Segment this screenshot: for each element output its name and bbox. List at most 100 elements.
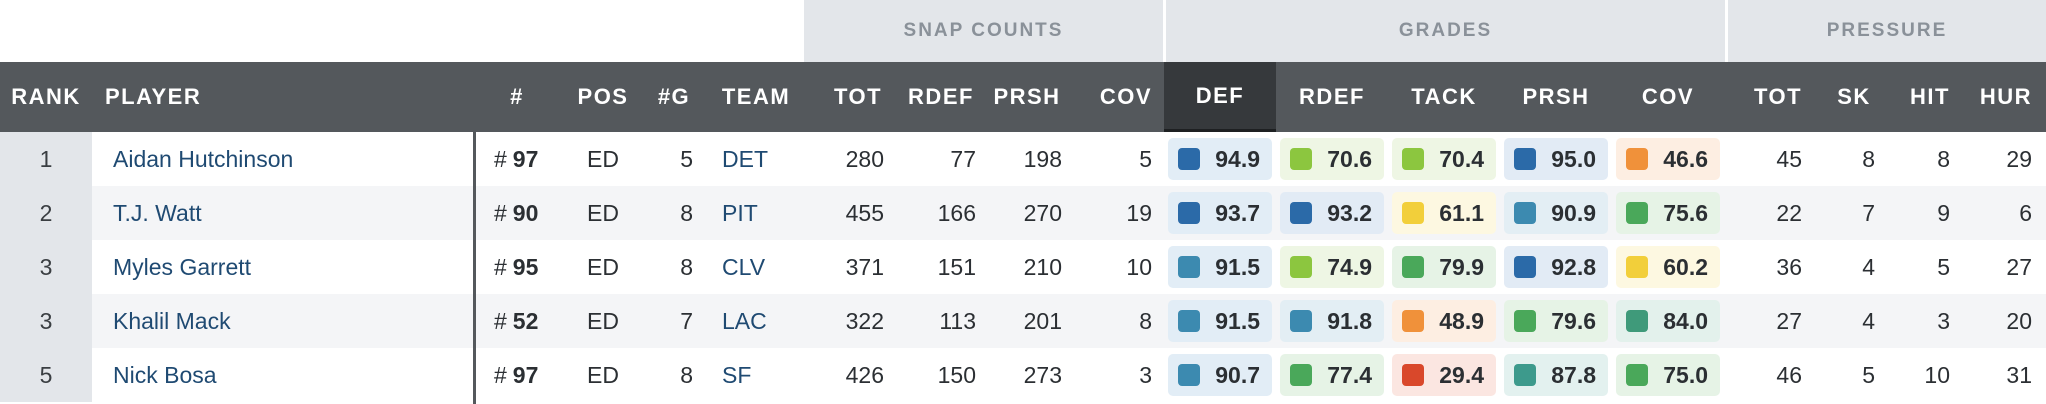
grade-value: 94.9 (1215, 145, 1260, 172)
grade-color-swatch (1626, 148, 1648, 170)
col-header-grade-rdef[interactable]: RDEF (1299, 84, 1365, 109)
snap-rdef-cell: 77 (950, 145, 976, 172)
col-header-number[interactable]: # (510, 84, 524, 109)
pressure-hur-cell: 31 (2006, 361, 2032, 388)
jersey-hash: # (494, 307, 507, 334)
col-header-team[interactable]: TEAM (721, 84, 791, 109)
grade-color-swatch (1626, 364, 1648, 386)
col-header-snap-rdef[interactable]: RDEF (908, 84, 974, 109)
col-header-rank[interactable]: RANK (11, 84, 81, 109)
grade-color-swatch (1178, 310, 1200, 332)
grade-value: 61.1 (1439, 199, 1484, 226)
grade-value: 91.8 (1327, 307, 1372, 334)
grade-value: 91.5 (1215, 253, 1260, 280)
pressure-hur-cell: 29 (2006, 145, 2032, 172)
team-link[interactable]: LAC (722, 307, 767, 334)
col-header-pos[interactable]: POS (577, 84, 629, 109)
grade-value: 75.6 (1663, 199, 1708, 226)
grade-color-swatch (1514, 364, 1536, 386)
snap-tot-cell: 322 (845, 307, 884, 334)
col-header-grade-def[interactable]: DEF (1164, 62, 1276, 132)
col-header-snap-tot[interactable]: TOT (833, 84, 883, 109)
grade-color-swatch (1514, 202, 1536, 224)
column-header-row: RANK PLAYER # POS #G TEAM TOT RDEF PRSH … (0, 62, 2046, 132)
grade-color-swatch (1290, 310, 1312, 332)
col-header-pressure-sk[interactable]: SK (1837, 84, 1871, 109)
snap-cov-cell: 5 (1139, 145, 1152, 172)
grade-def-pill: 91.5 (1168, 300, 1272, 342)
col-header-snap-cov[interactable]: COV (1099, 84, 1153, 109)
col-header-grade-cov[interactable]: COV (1641, 84, 1695, 109)
player-link[interactable]: Khalil Mack (113, 307, 231, 334)
position-cell: ED (587, 361, 619, 388)
games-cell: 8 (680, 253, 693, 280)
col-header-player[interactable]: PLAYER (105, 84, 202, 109)
player-link[interactable]: Myles Garrett (113, 253, 252, 280)
jersey-hash: # (494, 361, 507, 388)
col-header-pressure-hit[interactable]: HIT (1910, 84, 1950, 109)
snap-prsh-cell: 198 (1023, 145, 1062, 172)
table-row[interactable]: 3 Khalil Mack #52 ED 7 LAC 322 113 201 8… (0, 294, 2046, 348)
grade-color-swatch (1178, 148, 1200, 170)
snap-tot-cell: 280 (845, 145, 884, 172)
player-link[interactable]: Nick Bosa (113, 361, 217, 388)
grade-cov-pill: 75.0 (1616, 354, 1720, 396)
grade-tack-pill: 29.4 (1392, 354, 1496, 396)
jersey-number: 97 (512, 145, 539, 172)
snap-rdef-cell: 150 (937, 361, 976, 388)
grade-color-swatch (1290, 256, 1312, 278)
grade-def-pill: 94.9 (1168, 138, 1272, 180)
grade-value: 75.0 (1663, 361, 1708, 388)
team-link[interactable]: CLV (722, 253, 766, 280)
grade-prsh-pill: 90.9 (1504, 192, 1608, 234)
grade-value: 79.6 (1551, 307, 1596, 334)
team-link[interactable]: PIT (722, 199, 758, 226)
table-row[interactable]: 1 Aidan Hutchinson #97 ED 5 DET 280 77 1… (0, 132, 2046, 186)
grade-cov-pill: 60.2 (1616, 246, 1720, 288)
team-link[interactable]: SF (722, 361, 752, 388)
pressure-hit-cell: 5 (1937, 253, 1950, 280)
grade-color-swatch (1514, 256, 1536, 278)
position-cell: ED (587, 199, 619, 226)
snap-prsh-cell: 210 (1023, 253, 1062, 280)
grade-color-swatch (1178, 364, 1200, 386)
grade-def-pill: 91.5 (1168, 246, 1272, 288)
position-cell: ED (587, 253, 619, 280)
snap-cov-cell: 3 (1139, 361, 1152, 388)
player-link[interactable]: T.J. Watt (113, 199, 202, 226)
player-link[interactable]: Aidan Hutchinson (113, 145, 294, 172)
grade-color-swatch (1402, 256, 1424, 278)
snap-prsh-cell: 273 (1023, 361, 1062, 388)
games-cell: 8 (680, 361, 693, 388)
table-row[interactable]: 2 T.J. Watt #90 ED 8 PIT 455 166 270 19 … (0, 186, 2046, 240)
position-cell: ED (587, 145, 619, 172)
grade-color-swatch (1626, 310, 1648, 332)
snap-prsh-cell: 270 (1023, 199, 1062, 226)
col-header-pressure-tot[interactable]: TOT (1753, 84, 1803, 109)
col-header-grade-prsh[interactable]: PRSH (1522, 84, 1590, 109)
rank-cell: 1 (0, 132, 92, 186)
col-header-grade-tack[interactable]: TACK (1411, 84, 1477, 109)
col-header-games[interactable]: #G (657, 84, 691, 109)
snap-cov-cell: 8 (1139, 307, 1152, 334)
col-header-snap-prsh[interactable]: PRSH (993, 84, 1061, 109)
rank-cell: 2 (0, 186, 92, 240)
games-cell: 8 (680, 199, 693, 226)
grade-value: 48.9 (1439, 307, 1484, 334)
grade-color-swatch (1402, 202, 1424, 224)
grade-value: 60.2 (1663, 253, 1708, 280)
grade-color-swatch (1178, 256, 1200, 278)
grade-value: 93.7 (1215, 199, 1260, 226)
table-row[interactable]: 5 Nick Bosa #97 ED 8 SF 426 150 273 3 90… (0, 348, 2046, 402)
grade-rdef-pill: 74.9 (1280, 246, 1384, 288)
grade-tack-pill: 48.9 (1392, 300, 1496, 342)
pressure-hit-cell: 3 (1937, 307, 1950, 334)
grade-color-swatch (1626, 256, 1648, 278)
grade-value: 90.7 (1215, 361, 1260, 388)
grade-value: 46.6 (1663, 145, 1708, 172)
col-header-pressure-hur[interactable]: HUR (1979, 84, 2033, 109)
table-row[interactable]: 3 Myles Garrett #95 ED 8 CLV 371 151 210… (0, 240, 2046, 294)
team-link[interactable]: DET (722, 145, 768, 172)
grade-color-swatch (1290, 148, 1312, 170)
grade-def-pill: 93.7 (1168, 192, 1272, 234)
